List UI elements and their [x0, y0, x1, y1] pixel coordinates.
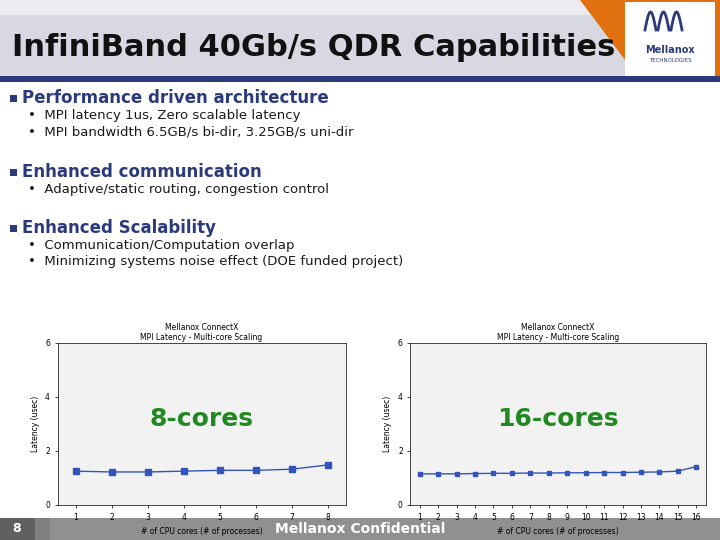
Text: 16-cores: 16-cores [498, 407, 618, 430]
FancyBboxPatch shape [0, 518, 720, 540]
FancyBboxPatch shape [0, 518, 35, 540]
X-axis label: # of CPU cores (# of processes): # of CPU cores (# of processes) [498, 527, 618, 536]
Text: Mellanox: Mellanox [645, 45, 695, 55]
FancyBboxPatch shape [10, 94, 17, 102]
X-axis label: # of CPU cores (# of processes): # of CPU cores (# of processes) [141, 527, 262, 536]
Text: 8: 8 [13, 523, 22, 536]
Text: •  MPI bandwidth 6.5GB/s bi-dir, 3.25GB/s uni-dir: • MPI bandwidth 6.5GB/s bi-dir, 3.25GB/s… [28, 125, 354, 138]
Text: Performance driven architecture: Performance driven architecture [22, 89, 329, 107]
Y-axis label: Latency (usec): Latency (usec) [383, 396, 392, 452]
FancyBboxPatch shape [0, 76, 720, 82]
Text: •  Minimizing systems noise effect (DOE funded project): • Minimizing systems noise effect (DOE f… [28, 255, 403, 268]
Text: 8-cores: 8-cores [150, 407, 253, 430]
Text: InfiniBand 40Gb/s QDR Capabilities: InfiniBand 40Gb/s QDR Capabilities [12, 33, 616, 63]
FancyBboxPatch shape [0, 0, 720, 15]
Text: TECHNOLOGIES: TECHNOLOGIES [649, 57, 691, 63]
Title: Mellanox ConnectX
MPI Latency - Multi-core Scaling: Mellanox ConnectX MPI Latency - Multi-co… [140, 323, 263, 342]
Text: Enhanced Scalability: Enhanced Scalability [22, 219, 216, 237]
Y-axis label: Latency (usec): Latency (usec) [30, 396, 40, 452]
Text: •  Adaptive/static routing, congestion control: • Adaptive/static routing, congestion co… [28, 184, 329, 197]
Polygon shape [580, 0, 720, 80]
Text: •  Communication/Computation overlap: • Communication/Computation overlap [28, 240, 294, 253]
FancyBboxPatch shape [625, 2, 715, 76]
FancyBboxPatch shape [10, 225, 17, 232]
Title: Mellanox ConnectX
MPI Latency - Multi-core Scaling: Mellanox ConnectX MPI Latency - Multi-co… [497, 323, 619, 342]
Polygon shape [35, 518, 50, 540]
Text: Enhanced communication: Enhanced communication [22, 163, 262, 181]
Text: Mellanox Confidential: Mellanox Confidential [275, 522, 445, 536]
Text: •  MPI latency 1us, Zero scalable latency: • MPI latency 1us, Zero scalable latency [28, 110, 300, 123]
FancyBboxPatch shape [0, 0, 720, 80]
FancyBboxPatch shape [10, 168, 17, 176]
